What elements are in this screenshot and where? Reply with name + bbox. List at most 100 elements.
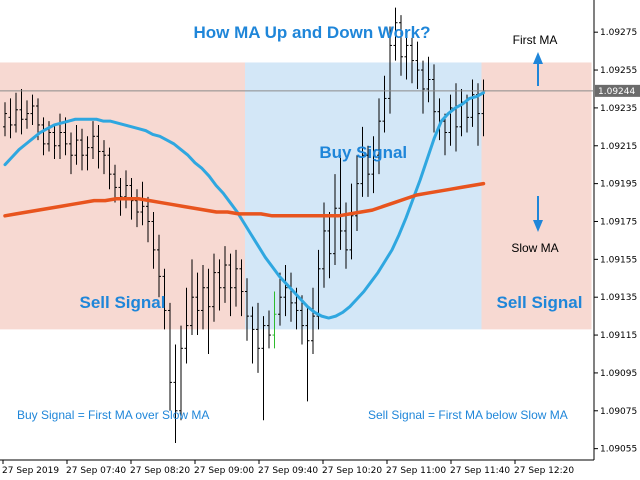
candle	[223, 246, 227, 303]
candle	[245, 278, 249, 341]
buy-rule-note: Buy Signal = First MA over Slow MA	[17, 408, 209, 422]
candle	[96, 124, 101, 169]
x-tick-label: 27 Sep 10:20	[322, 466, 382, 476]
candle	[432, 64, 436, 133]
x-tick-label: 27 Sep 09:00	[194, 466, 254, 476]
candle	[41, 117, 46, 156]
candle	[421, 60, 425, 114]
candle	[102, 140, 106, 175]
y-tick-label: 1.09255	[600, 66, 637, 76]
x-tick-label: 27 Sep 08:20	[130, 466, 190, 476]
candle	[382, 75, 387, 133]
candle	[327, 212, 332, 279]
current-price-tag	[595, 84, 640, 97]
candle	[239, 259, 244, 317]
y-axis-ticks: 1.09275 1.09255 1.09235 1.09215 1.09195 1.091…	[594, 28, 637, 455]
candle	[426, 56, 431, 103]
candle	[443, 113, 447, 156]
candle	[179, 325, 183, 421]
candle	[8, 98, 13, 139]
zone-buy-1	[245, 62, 482, 330]
zone-sell-2	[481, 62, 592, 330]
candle	[338, 155, 343, 250]
sell-rule-note: Sell Signal = First MA below Slow MA	[368, 408, 568, 422]
sell-signal-label-left: Sell Signal	[80, 293, 166, 312]
candle	[305, 306, 310, 402]
candle	[140, 181, 145, 226]
candle	[30, 94, 35, 125]
chart-title: How MA Up and Down Work?	[193, 23, 430, 42]
candle	[74, 124, 79, 165]
candle	[256, 302, 260, 373]
candle	[448, 94, 453, 146]
y-tick-label: 1.09155	[600, 255, 637, 265]
candle	[184, 287, 189, 364]
candle	[14, 92, 18, 133]
y-tick-label: 1.09175	[600, 217, 637, 227]
candle	[415, 41, 420, 89]
candle	[69, 132, 73, 175]
candle	[201, 265, 205, 330]
candle	[19, 88, 24, 135]
candle	[234, 249, 238, 307]
x-axis-ticks: 27 Sep 2019 27 Sep 07:40 27 Sep 08:20 27 Se…	[2, 460, 574, 476]
candle	[278, 272, 282, 326]
y-tick-label: 1.09275	[600, 28, 637, 38]
y-tick-label: 1.09195	[600, 180, 637, 190]
candle	[212, 253, 216, 322]
candle	[311, 287, 315, 354]
candle	[366, 145, 370, 197]
slow-ma-line	[3, 181, 486, 218]
first-ma-arrow	[533, 52, 543, 86]
candle	[52, 124, 57, 160]
y-tick-label: 1.09055	[600, 445, 637, 455]
candle	[410, 37, 414, 84]
candle	[118, 177, 123, 216]
candle	[283, 265, 288, 317]
first-ma-line	[3, 91, 485, 320]
candle	[107, 147, 112, 190]
buy-signal-label: Buy Signal	[319, 143, 407, 162]
candle	[349, 183, 354, 260]
candle	[85, 136, 90, 171]
current-price-value: 1.09244	[598, 87, 635, 97]
y-tick-label: 1.09235	[600, 104, 637, 114]
candle	[135, 189, 139, 228]
candle	[124, 170, 128, 209]
candle	[470, 79, 475, 127]
candle	[261, 316, 266, 421]
candle	[91, 121, 95, 160]
candle	[151, 212, 156, 269]
candle	[399, 15, 403, 76]
x-tick-label: 27 Sep 11:40	[450, 466, 510, 476]
candle	[228, 253, 233, 317]
candle	[157, 234, 161, 298]
x-tick-label: 27 Sep 12:20	[514, 466, 574, 476]
candle	[113, 164, 117, 203]
zone-sell-0	[0, 62, 245, 330]
candle	[404, 30, 409, 80]
first-ma-label: First MA	[513, 33, 558, 47]
x-tick-label: 27 Sep 2019	[2, 466, 59, 476]
candle	[371, 136, 376, 194]
candle	[168, 302, 172, 411]
candle	[377, 98, 381, 175]
candle	[173, 344, 178, 443]
candle	[272, 291, 277, 349]
candle	[190, 259, 194, 336]
candle	[195, 272, 200, 336]
candle	[388, 26, 392, 114]
candle	[300, 295, 304, 345]
x-tick-label: 27 Sep 11:00	[386, 466, 446, 476]
candle	[355, 155, 359, 231]
candle	[25, 100, 29, 129]
y-tick-label: 1.09075	[600, 407, 637, 417]
candle	[58, 113, 62, 160]
candle	[267, 310, 271, 349]
candle	[162, 268, 167, 330]
candle	[146, 196, 150, 243]
candle	[333, 174, 337, 266]
slow-ma-arrow	[533, 196, 543, 232]
candle	[217, 259, 222, 311]
